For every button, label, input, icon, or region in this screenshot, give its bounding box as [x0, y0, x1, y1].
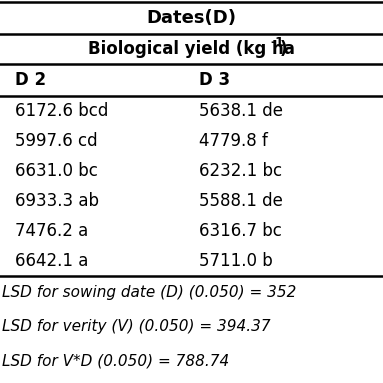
Text: 5997.6 cd: 5997.6 cd — [15, 132, 98, 150]
Text: 6232.1 bc: 6232.1 bc — [199, 162, 282, 180]
Text: ): ) — [280, 40, 288, 58]
Text: 6933.3 ab: 6933.3 ab — [15, 192, 99, 210]
Text: 6642.1 a: 6642.1 a — [15, 252, 89, 270]
Text: 5638.1 de: 5638.1 de — [199, 102, 283, 120]
Text: 5711.0 b: 5711.0 b — [199, 252, 273, 270]
Text: D 3: D 3 — [199, 71, 230, 89]
Text: LSD for V*D (0.050) = 788.74: LSD for V*D (0.050) = 788.74 — [2, 354, 229, 368]
Text: 7476.2 a: 7476.2 a — [15, 222, 88, 240]
Text: -1: -1 — [270, 36, 284, 49]
Text: 4779.8 f: 4779.8 f — [199, 132, 268, 150]
Text: LSD for verity (V) (0.050) = 394.37: LSD for verity (V) (0.050) = 394.37 — [2, 319, 271, 334]
Text: Dates(D): Dates(D) — [146, 9, 236, 27]
Text: 5588.1 de: 5588.1 de — [199, 192, 283, 210]
Text: D 2: D 2 — [15, 71, 46, 89]
Text: 6316.7 bc: 6316.7 bc — [199, 222, 282, 240]
Text: Biological yield (kg ha: Biological yield (kg ha — [88, 40, 295, 58]
Text: 6172.6 bcd: 6172.6 bcd — [15, 102, 109, 120]
Text: LSD for sowing date (D) (0.050) = 352: LSD for sowing date (D) (0.050) = 352 — [2, 285, 296, 301]
Text: 6631.0 bc: 6631.0 bc — [15, 162, 98, 180]
